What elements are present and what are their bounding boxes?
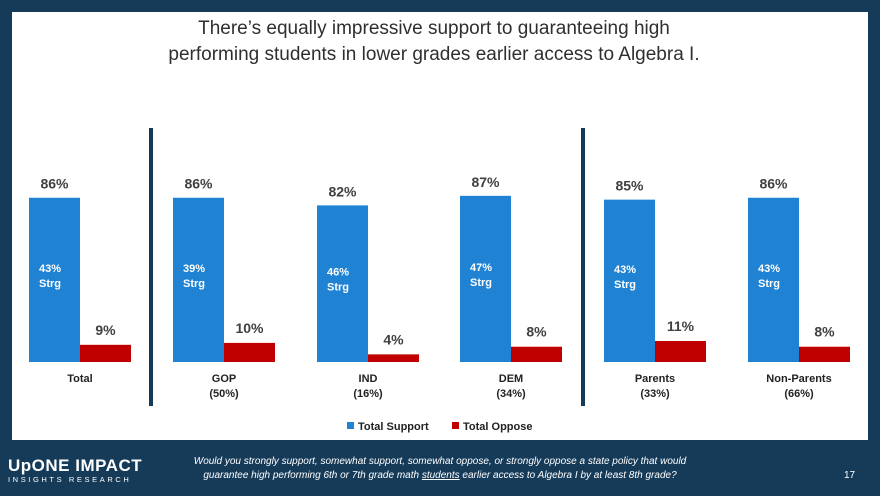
support-bar (173, 197, 224, 362)
strong-support-label: 43% (39, 263, 61, 275)
category-label: GOP (212, 373, 236, 385)
category-sublabel: (33%) (640, 388, 670, 400)
support-value-label: 87% (471, 174, 500, 190)
oppose-bar (224, 342, 275, 362)
support-bar (604, 199, 655, 362)
legend-label-oppose: Total Oppose (463, 421, 532, 433)
support-bar (317, 205, 368, 362)
oppose-bar (80, 344, 131, 362)
legend-swatch-support (347, 422, 354, 429)
strong-support-caption: Strg (470, 277, 492, 289)
group-divider-1 (149, 128, 153, 406)
chart-title: There’s equally impressive support to gu… (0, 16, 868, 68)
group-divider-2 (581, 128, 585, 406)
title-line-1: There’s equally impressive support to gu… (198, 18, 670, 39)
strong-support-label: 46% (327, 267, 349, 279)
category-label: Parents (635, 373, 675, 385)
strong-support-caption: Strg (614, 279, 636, 291)
category-sublabel: (50%) (209, 388, 239, 400)
logo-line-2: INSIGHTS RESEARCH (8, 475, 132, 484)
category-sublabel: (16%) (353, 388, 383, 400)
category-label: DEM (499, 373, 523, 385)
strong-support-label: 43% (758, 263, 780, 275)
title-line-2: performing students in lower grades earl… (168, 44, 700, 65)
survey-question: Would you strongly support, somewhat sup… (150, 455, 730, 483)
oppose-value-label: 9% (95, 322, 116, 338)
strong-support-label: 39% (183, 263, 205, 275)
category-label: Total (67, 373, 92, 385)
oppose-bar (368, 354, 419, 362)
strong-support-caption: Strg (183, 278, 205, 290)
support-value-label: 86% (184, 176, 213, 192)
oppose-value-label: 11% (667, 318, 695, 334)
strong-support-label: 47% (470, 262, 492, 274)
category-sublabel: (34%) (496, 388, 526, 400)
support-value-label: 82% (328, 183, 357, 199)
question-line-1: Would you strongly support, somewhat sup… (193, 456, 687, 467)
oppose-value-label: 4% (383, 331, 404, 347)
legend-label-support: Total Support (358, 421, 429, 433)
question-underlined-word: students (421, 470, 460, 481)
support-bar (748, 197, 799, 362)
oppose-bar (799, 346, 850, 362)
page-number: 17 (844, 470, 856, 481)
oppose-value-label: 8% (814, 324, 835, 340)
company-logo: UpONE IMPACT INSIGHTS RESEARCH (8, 456, 143, 485)
strong-support-caption: Strg (327, 282, 349, 294)
strong-support-caption: Strg (39, 278, 61, 290)
support-value-label: 85% (615, 178, 644, 194)
logo-line-1: UpONE IMPACT (8, 456, 143, 475)
oppose-value-label: 10% (235, 320, 264, 336)
question-part-2: earlier access to Algebra I by at least … (459, 470, 677, 481)
question-line-2: guarantee high performing 6th or 7th gra… (150, 469, 730, 483)
category-label: Non-Parents (766, 373, 831, 385)
slide (12, 12, 868, 440)
support-bar (29, 197, 80, 362)
strong-support-label: 43% (614, 264, 636, 276)
category-label: IND (359, 373, 378, 385)
oppose-bar (511, 346, 562, 362)
support-value-label: 86% (759, 176, 788, 192)
oppose-value-label: 8% (526, 324, 547, 340)
strong-support-caption: Strg (758, 278, 780, 290)
support-value-label: 86% (40, 176, 69, 192)
category-sublabel: (66%) (784, 388, 814, 400)
question-part-1: guarantee high performing 6th or 7th gra… (203, 470, 422, 481)
oppose-bar (655, 340, 706, 362)
legend-swatch-oppose (452, 422, 459, 429)
support-bar (460, 195, 511, 362)
